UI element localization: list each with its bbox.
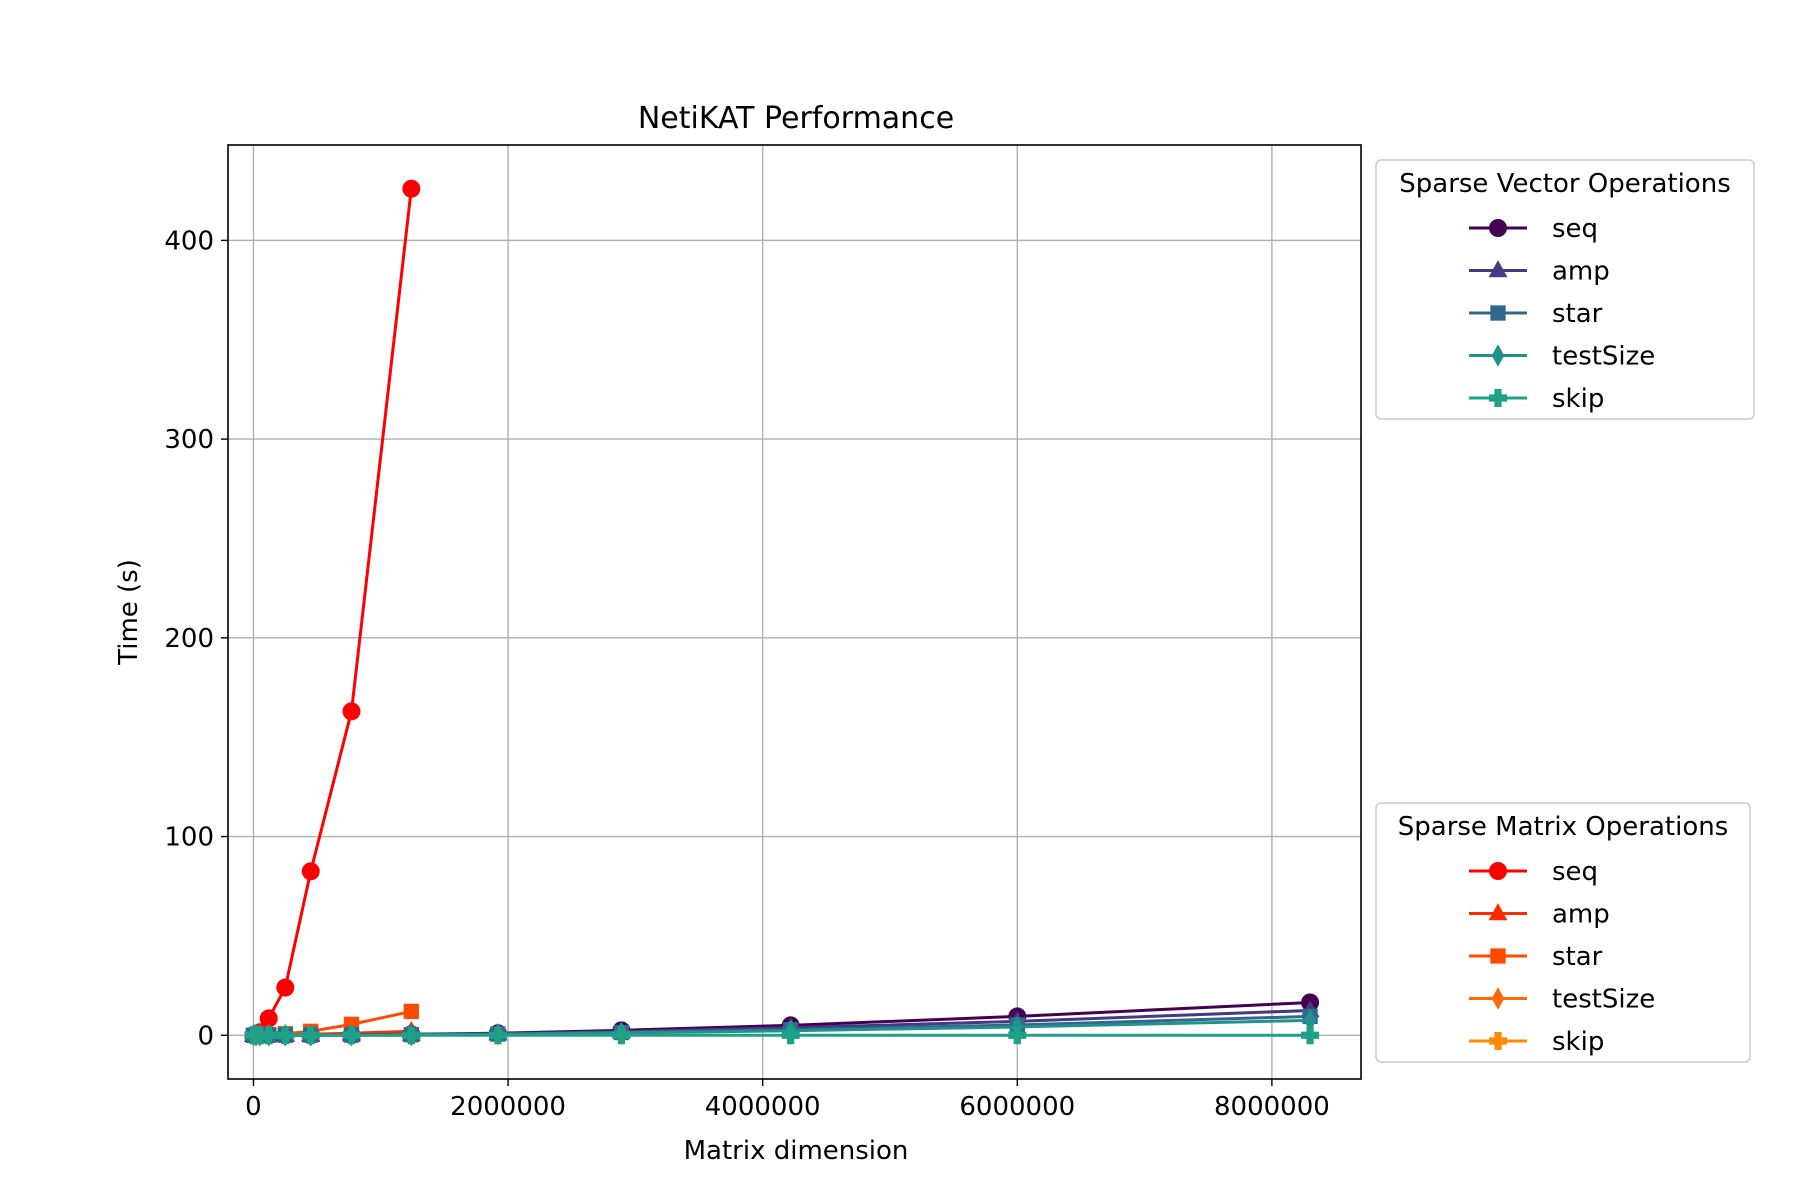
legend-marker [1489,389,1507,407]
legend-marker [1489,1032,1507,1050]
series-skip-vector [244,1026,1320,1045]
legend-label: testSize [1552,985,1655,1015]
data-point [781,1026,800,1045]
legend-label: star [1552,299,1603,329]
legend-item-testSize: testSize [1469,342,1655,372]
legend-title: Sparse Matrix Operations [1398,812,1729,842]
legend-label: seq [1552,857,1598,887]
legend-item-amp: amp [1469,900,1610,930]
data-point [259,1026,278,1045]
legend-marker [1489,862,1507,880]
data-point [301,1026,320,1045]
legend-item-seq: seq [1469,214,1598,244]
y-tick-label: 0 [197,1021,214,1051]
data-point [1301,1026,1320,1045]
legend-item-star: star [1469,942,1603,972]
chart-title: NetiKAT Performance [638,101,954,136]
legend-sparse-vector-operations: Sparse Vector Operations seq amp star testS… [1375,159,1755,420]
data-point [1008,1026,1027,1045]
legend-item-amp: amp [1469,257,1610,287]
x-tick-label: 4000000 [705,1092,821,1122]
legend-item-skip: skip [1469,384,1604,414]
legend-label: amp [1552,900,1610,930]
x-tick-label: 2000000 [450,1092,566,1122]
x-tick-label: 8000000 [1214,1092,1330,1122]
legend-marker [1490,948,1506,964]
legend-label: skip [1552,1027,1604,1057]
data-point [403,1003,419,1020]
y-axis-label: Time (s) [114,559,144,666]
data-point [402,179,421,198]
data-point [488,1026,507,1045]
y-tick-label: 300 [164,425,214,455]
legend-marker [1489,219,1507,237]
data-point [612,1026,631,1045]
legend-marker [1491,987,1505,1010]
data-point [276,978,295,997]
plot-frame [227,144,1362,1080]
data-point [402,1026,421,1045]
legend-marker [1488,260,1508,278]
data-point [259,1009,278,1028]
legend-title: Sparse Vector Operations [1399,169,1731,199]
legend-sparse-matrix-operations: Sparse Matrix Operations seq amp star testS… [1375,802,1751,1063]
data-point [276,1026,295,1045]
y-tick-label: 400 [164,226,214,256]
axis-ticks: 0 2000000 4000000 6000000 8000000 0 100 200 300 4… [164,226,1329,1122]
x-tick-label: 6000000 [959,1092,1075,1122]
legend-item-seq: seq [1469,857,1598,887]
data-point [342,1026,361,1045]
legend-marker [1491,344,1505,367]
legend-item-testSize: testSize [1469,985,1655,1015]
legend-item-skip: skip [1469,1027,1604,1057]
data-point [301,862,320,881]
data-point [1303,1009,1317,1032]
legend-label: skip [1552,384,1604,414]
legend-label: testSize [1552,342,1655,372]
legend-item-star: star [1469,299,1603,329]
y-tick-label: 200 [164,624,214,654]
plot-series [244,179,1320,1047]
data-point [342,702,361,721]
legend-marker [1490,305,1506,321]
legend-marker [1488,903,1508,921]
legend-label: seq [1552,214,1598,244]
legend-label: star [1552,942,1603,972]
y-tick-label: 100 [164,823,214,853]
x-tick-label: 0 [245,1092,262,1122]
legend-label: amp [1552,257,1610,287]
x-axis-label: Matrix dimension [684,1136,909,1166]
